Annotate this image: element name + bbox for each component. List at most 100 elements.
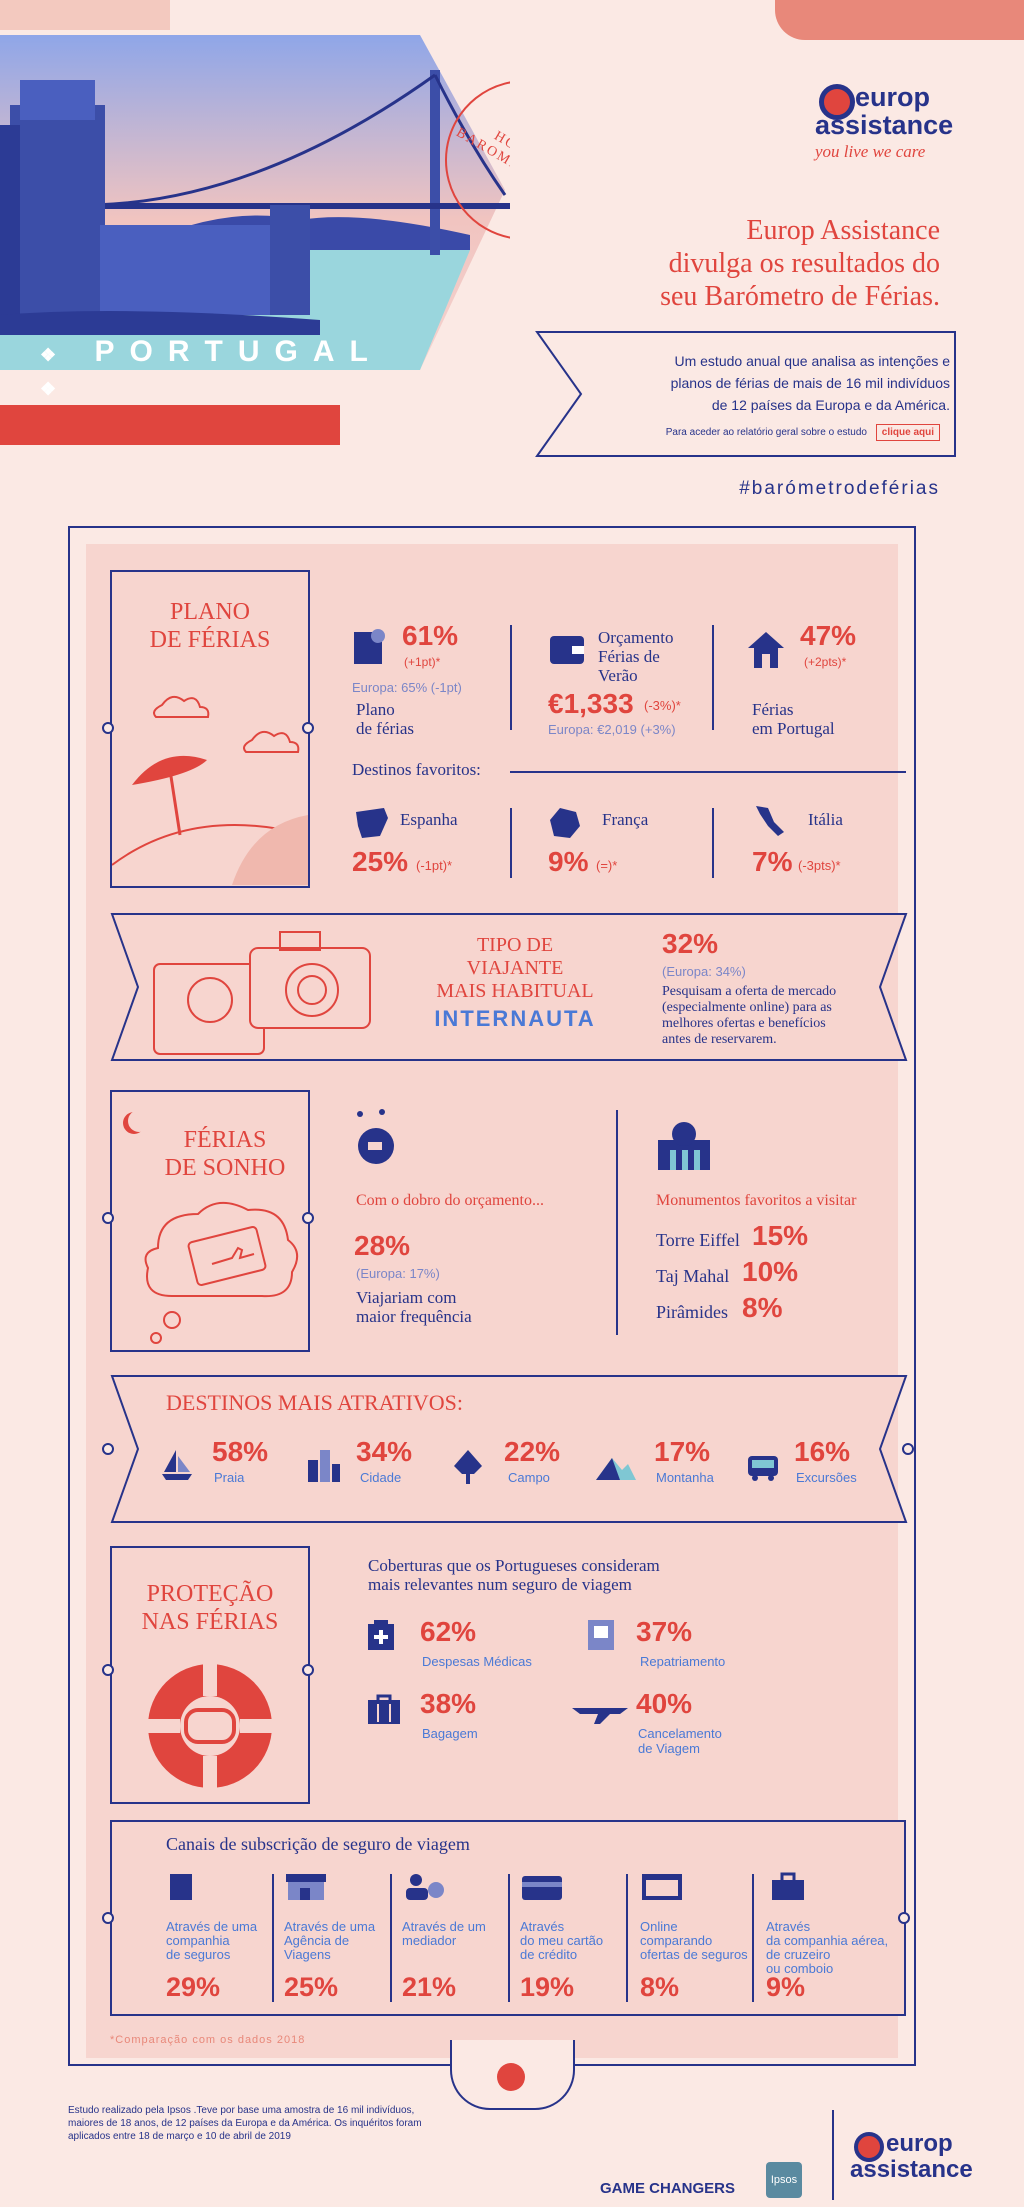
protecao-right-dot [302,1664,314,1676]
protecao-label-medicas: Despesas Médicas [422,1654,532,1669]
atrativo-label-cidade: Cidade [360,1470,402,1485]
protecao-value-medicas: 62% [420,1616,477,1647]
luggage-icon [368,1694,400,1724]
report-link-button[interactable]: clique aqui [875,424,940,441]
diamond-icon: ❖ [40,345,72,365]
canal-item-online: Online comparando ofertas de seguros 8% [640,1872,750,2012]
game-changers-text: GAME CHANGERS [600,2180,736,2197]
destinos-rule [510,771,906,773]
plano-title: PLANO DE FÉRIAS [149,599,271,653]
plano-right-dot [302,722,314,734]
canal-value: 29% [166,1972,221,2002]
document-icon [170,1874,192,1900]
plano-stat1-europe: Europa: 65% (-1pt) [352,680,462,695]
atrativo-label-praia: Praia [214,1470,245,1485]
dream-cloud-illustration [144,1202,299,1344]
monument-value-eiffel: 15% [752,1220,809,1251]
protecao-label-cancelamento: Cancelamento de Viagem [638,1726,722,1756]
canal-item-mediador: Através de um mediador 21% [402,1872,502,2012]
hashtag: #barómetrodeférias [739,478,940,499]
medical-kit-icon [368,1620,394,1650]
sonho-desc: Viajariam com maior frequência [356,1288,472,1326]
canal-value: 21% [402,1972,457,2002]
canal-label: Online comparando ofertas de seguros [640,1919,748,1962]
monuments-label: Monumentos favoritos a visitar [656,1192,857,1209]
protecao-value-repatriamento: 37% [636,1616,693,1647]
canais-right-dot [898,1912,910,1924]
monument-name-eiffel: Torre Eiffel [656,1230,740,1250]
monument-icon [658,1122,710,1170]
france-map-icon [550,808,580,838]
canal-item-seguradora: Através de uma companhia de seguros 29% [166,1872,266,2012]
canais-divider-5 [752,1874,754,2002]
passport-camera-illustration [153,931,371,1055]
protecao-left-dot [102,1664,114,1676]
footer-brand-logo: europ assistance [850,2130,1000,2200]
plano-left-dot [102,722,114,734]
brand-swirl-icon [819,84,855,120]
destino-delta-spain: (-1pt)* [416,858,453,873]
canal-value: 19% [520,1972,575,2002]
bus-icon [748,1456,778,1481]
plano-stat2-value: €1,333 [548,688,634,719]
protecao-title: PROTEÇÃO NAS FÉRIAS [141,1581,279,1635]
canais-divider-3 [508,1874,510,2002]
sonho-divider [616,1110,618,1335]
dream-bubble-icon [357,1109,394,1164]
canal-item-companhia: Através da companhia aérea, de cruzeiro … [766,1872,896,2012]
canais-title: Canais de subscrição de seguro de viagem [166,1834,470,1854]
sonho-right-dot [302,1212,314,1224]
canal-label: Através de uma Agência de Viagens [284,1919,376,1962]
footnote: *Comparação com os dados 2018 [110,2034,306,2046]
tipo-value: 32% [662,928,719,959]
bottom-tab-dot [497,2063,525,2091]
canais-divider-4 [626,1874,628,2002]
tipo-desc: Pesquisam a oferta de mercado (especialm… [662,984,837,1047]
destino-name-france: França [602,810,649,829]
tipo-europe: (Europa: 34%) [662,964,746,979]
atrativo-value-excursoes: 16% [794,1436,851,1467]
sonho-europe: (Europa: 17%) [356,1266,440,1281]
canal-label: Através da companhia aérea, de cruzeiro … [766,1919,889,1976]
monument-value-piramides: 8% [742,1292,783,1323]
atrativos-title: DESTINOS MAIS ATRATIVOS: [166,1390,464,1415]
plano-stat2-title: Orçamento Férias de Verão [598,628,674,685]
canal-label: Através do meu cartão de crédito [520,1919,604,1962]
lifebuoy-illustration [148,1664,272,1788]
hero-shadow [0,405,340,445]
protecao-label-repatriamento: Repatriamento [640,1654,726,1669]
footer-brand-swirl-icon [854,2132,884,2162]
plano-stat1-label: Plano de férias [356,700,415,738]
protecao-value-bagagem: 38% [420,1688,477,1719]
atrativo-value-praia: 58% [212,1436,269,1467]
passport-icon [588,1620,614,1650]
shop-icon [286,1874,326,1900]
brand-tagline: you live we care [815,142,926,161]
brand-name-line2: assistance [815,110,954,140]
plano-stat1-value: 61% [402,620,459,651]
tree-icon [454,1450,482,1484]
browser-icon [642,1874,682,1900]
destinos-label: Destinos favoritos: [352,760,481,779]
destino-value-italy: 7% [752,846,793,877]
credit-card-icon [522,1876,562,1900]
italy-map-icon [756,806,784,836]
agent-icon [406,1874,444,1900]
suitcase-icon [772,1872,804,1900]
sailboat-icon [162,1450,192,1480]
tipo-title: TIPO DE VIAJANTE MAIS HABITUAL [436,934,594,1002]
beach-umbrella-illustration [112,695,308,885]
atrativos-right-dot [902,1443,914,1455]
clipboard-check-icon [354,629,385,664]
atrativo-value-montanha: 17% [654,1436,711,1467]
protecao-label-bagagem: Bagagem [422,1726,478,1741]
sonho-value: 28% [354,1230,411,1261]
atrativo-value-cidade: 34% [356,1436,413,1467]
destinos-divider-2 [712,808,714,878]
hero-banner: HOLIDAY BAROMETER 2019 ❖ PORTUGAL ❖ [0,35,510,445]
monument-value-tajmahal: 10% [742,1256,799,1287]
country-name: PORTUGAL [94,335,383,368]
canal-item-cartao: Através do meu cartão de crédito 19% [520,1872,620,2012]
footer-divider [832,2110,834,2200]
destino-name-italy: Itália [808,810,843,829]
